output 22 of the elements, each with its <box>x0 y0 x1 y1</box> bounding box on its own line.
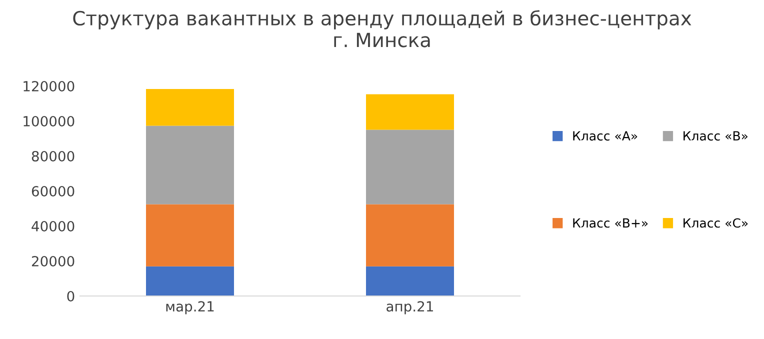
chart-title: Структура вакантных в аренду площадей в бизнес-центрах г. Минска <box>73 10 692 48</box>
bar <box>366 266 454 296</box>
bar <box>146 88 234 126</box>
legend-label: Класс «В» <box>684 131 748 141</box>
y-tick-label: 0 <box>67 290 74 302</box>
y-tick-label: 60000 <box>32 186 74 196</box>
y-tick-label: 80000 <box>32 150 74 162</box>
bar <box>366 130 454 204</box>
x-tick-label: мар.21 <box>166 301 214 314</box>
legend-label: Класс «В+» <box>573 218 648 228</box>
x-tick-label: апр.21 <box>386 301 433 314</box>
y-tick-label: 100000 <box>24 116 74 126</box>
y-tick-label: 120000 <box>24 80 74 92</box>
bar <box>146 266 234 296</box>
bar <box>146 204 234 266</box>
bar <box>366 94 454 130</box>
y-tick-label: 40000 <box>32 220 74 232</box>
legend-label: Класс «А» <box>573 131 638 141</box>
bar <box>366 204 454 266</box>
bar <box>146 126 234 204</box>
legend-label: Класс «С» <box>684 218 748 228</box>
y-tick-label: 20000 <box>32 256 74 266</box>
